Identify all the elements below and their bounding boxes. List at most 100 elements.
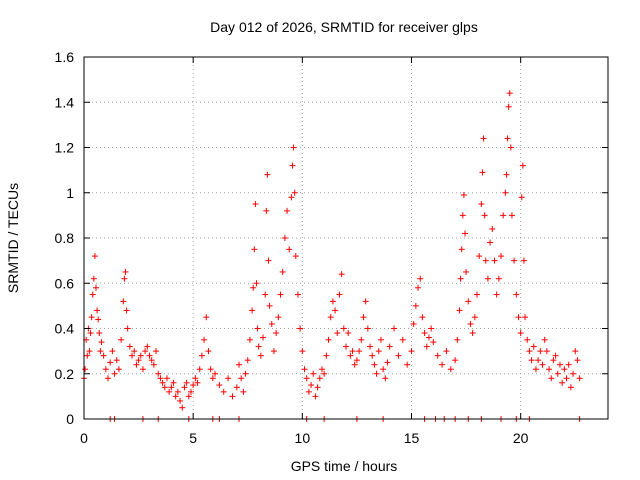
x-tick-label: 15 <box>404 430 420 446</box>
data-point <box>172 393 179 400</box>
data-point <box>367 343 374 350</box>
data-point <box>95 316 102 323</box>
data-point <box>225 375 232 382</box>
data-point <box>238 375 245 382</box>
data-point <box>196 366 203 373</box>
data-point <box>263 207 270 214</box>
data-point <box>526 348 533 355</box>
data-point <box>461 230 468 237</box>
data-point <box>288 194 295 201</box>
data-point <box>148 357 155 364</box>
data-point <box>87 330 94 337</box>
data-point <box>505 103 512 110</box>
data-point <box>86 348 93 355</box>
data-point <box>565 361 572 368</box>
data-point <box>373 370 380 377</box>
data-point <box>124 325 131 332</box>
data-point <box>150 361 157 368</box>
data-point <box>118 336 125 343</box>
data-point <box>528 357 535 364</box>
data-point <box>347 352 354 359</box>
data-point <box>539 361 546 368</box>
data-point <box>201 336 208 343</box>
data-point <box>321 370 328 377</box>
data-point <box>183 379 190 386</box>
data-point <box>84 352 91 359</box>
data-point <box>113 357 120 364</box>
data-point <box>500 212 507 219</box>
data-point <box>177 397 184 404</box>
data-point <box>478 201 485 208</box>
data-point <box>386 343 393 350</box>
data-point <box>349 348 356 355</box>
data-point <box>120 298 127 305</box>
data-point <box>457 275 464 282</box>
data-point <box>482 257 489 264</box>
data-point <box>517 330 524 337</box>
data-point <box>168 384 175 391</box>
data-point <box>220 388 227 395</box>
data-point <box>454 336 461 343</box>
data-point <box>318 366 325 373</box>
data-point <box>257 352 264 359</box>
data-point <box>479 169 486 176</box>
y-tick-label: 1.6 <box>55 49 75 65</box>
data-point <box>291 189 298 196</box>
data-point <box>122 268 129 275</box>
x-axis-label: GPS time / hours <box>291 458 398 474</box>
data-point <box>88 314 95 321</box>
data-point <box>97 348 104 355</box>
data-point <box>203 314 210 321</box>
data-point <box>452 357 459 364</box>
data-point <box>410 320 417 327</box>
data-point <box>131 348 138 355</box>
chart-title: Day 012 of 2026, SRMTID for receiver glp… <box>210 19 478 35</box>
data-point <box>137 352 144 359</box>
data-point <box>465 298 472 305</box>
data-point <box>489 225 496 232</box>
data-point <box>255 343 262 350</box>
data-point <box>308 382 315 389</box>
data-point <box>434 352 441 359</box>
data-point <box>532 366 539 373</box>
data-point <box>334 330 341 337</box>
data-point <box>391 325 398 332</box>
data-point <box>312 393 319 400</box>
data-point <box>305 388 312 395</box>
data-point <box>205 348 212 355</box>
data-point <box>251 246 258 253</box>
data-point <box>329 298 336 305</box>
data-point <box>121 275 128 282</box>
data-point <box>185 393 192 400</box>
data-points <box>81 90 583 422</box>
data-point <box>504 135 511 142</box>
data-point <box>82 366 89 373</box>
data-point <box>275 314 282 321</box>
data-point <box>301 366 308 373</box>
plot-frame <box>83 56 609 420</box>
data-point <box>546 366 553 373</box>
data-point <box>135 357 142 364</box>
data-point <box>89 291 96 298</box>
data-point <box>254 325 261 332</box>
data-point <box>290 144 297 151</box>
data-point <box>250 284 257 291</box>
data-point <box>487 239 494 246</box>
data-point <box>212 370 218 377</box>
data-point <box>382 375 389 382</box>
data-point <box>209 375 216 382</box>
data-point <box>181 384 188 391</box>
data-point <box>456 307 463 314</box>
data-point <box>279 268 286 275</box>
data-point <box>252 201 259 208</box>
data-point <box>266 302 273 309</box>
data-point <box>459 212 466 219</box>
data-point <box>503 171 510 178</box>
data-point <box>115 366 122 373</box>
data-point <box>362 298 369 305</box>
data-point <box>216 382 223 389</box>
data-point <box>552 352 559 359</box>
data-point <box>570 370 577 377</box>
data-point <box>246 336 253 343</box>
data-point <box>142 348 149 355</box>
